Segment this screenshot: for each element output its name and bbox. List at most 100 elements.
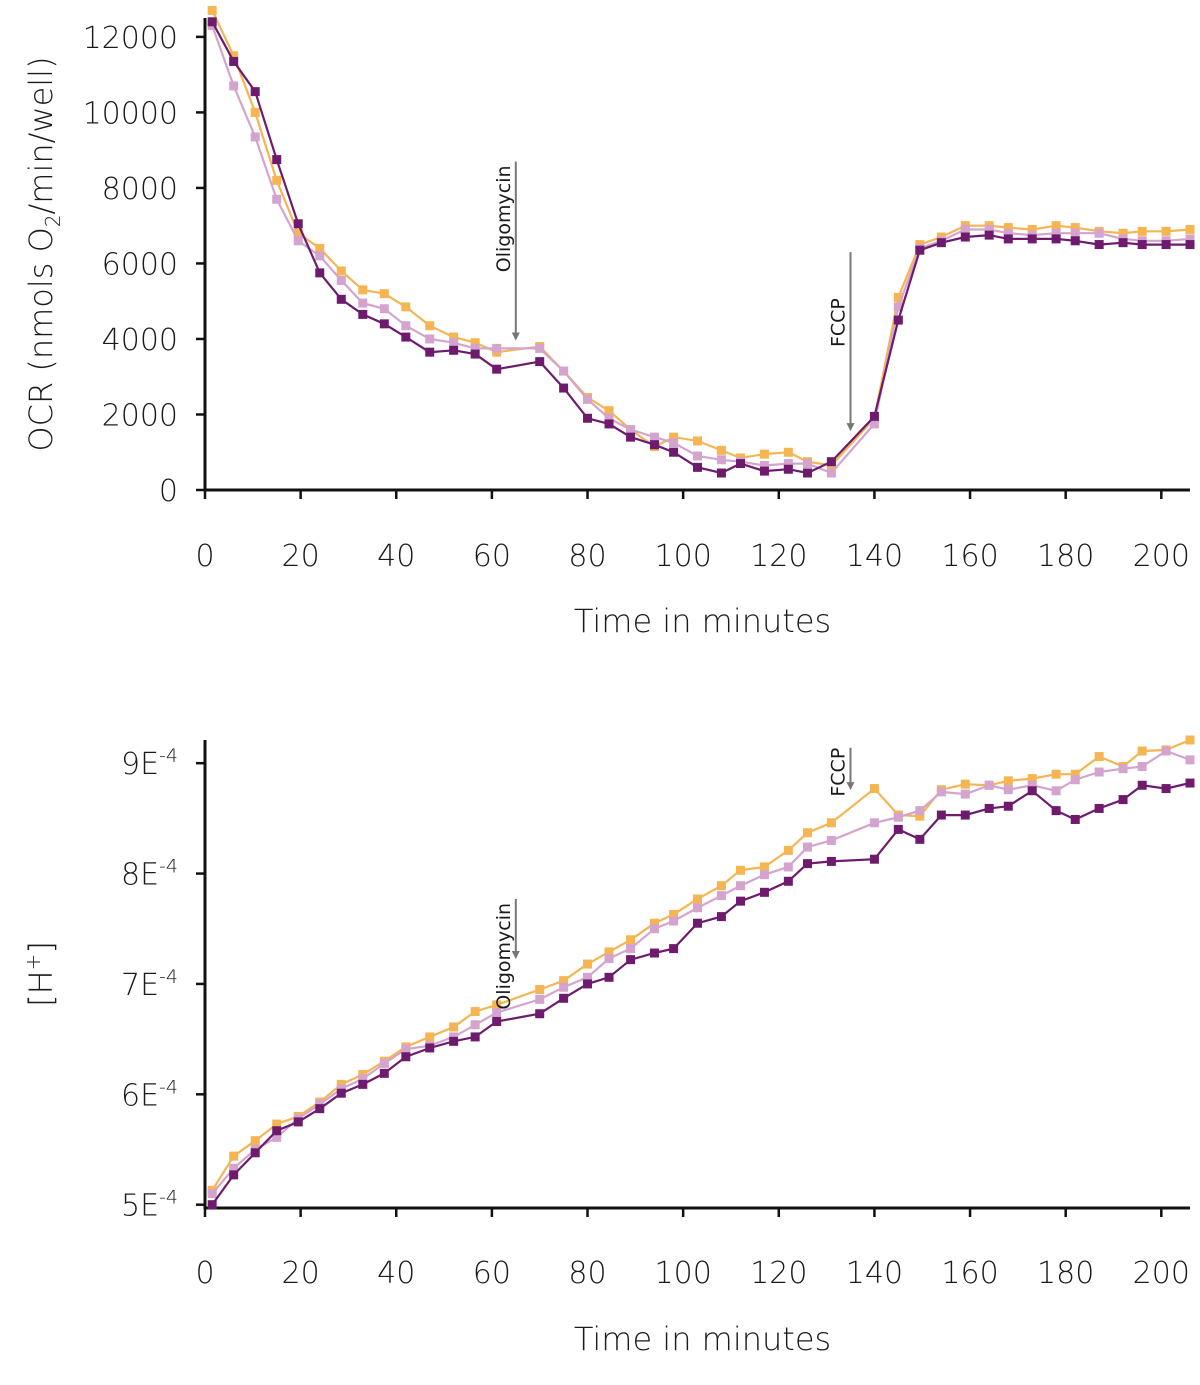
data-point-orange: [250, 1136, 260, 1146]
x-tick-label: 20: [282, 1256, 320, 1291]
data-point-dark-purple: [1161, 240, 1171, 250]
data-point-orange: [1070, 223, 1080, 233]
data-point-light-purple: [1118, 764, 1128, 774]
data-point-dark-purple: [315, 268, 325, 278]
data-point-light-purple: [893, 812, 903, 822]
data-point-dark-purple: [293, 219, 303, 229]
data-point-orange: [470, 338, 480, 348]
series-line-dark-purple: [211, 781, 1191, 1206]
data-point-orange: [649, 918, 659, 928]
data-point-light-purple: [802, 842, 812, 852]
data-point-dark-purple: [783, 876, 793, 886]
data-point-light-purple: [826, 835, 836, 845]
data-point-light-purple: [826, 468, 836, 478]
data-point-orange: [759, 862, 769, 872]
data-point-dark-purple: [1070, 236, 1080, 246]
data-point-light-purple: [1094, 767, 1104, 777]
data-point-dark-purple: [358, 1079, 368, 1089]
data-point-orange: [1094, 752, 1104, 762]
data-point-light-purple: [669, 916, 679, 926]
data-point-dark-purple: [272, 1126, 282, 1136]
data-point-dark-purple: [869, 854, 879, 864]
data-point-orange: [207, 5, 217, 15]
data-point-light-purple: [893, 302, 903, 312]
data-point-dark-purple: [915, 834, 925, 844]
data-point-dark-purple: [893, 315, 903, 325]
data-point-dark-purple: [583, 413, 593, 423]
data-point-dark-purple: [272, 155, 282, 165]
y-tick-label: 6E-4: [121, 1076, 178, 1113]
data-point-dark-purple: [960, 810, 970, 820]
data-point-orange: [783, 845, 793, 855]
y-tick-label: 10000: [83, 96, 178, 131]
data-point-dark-purple: [449, 345, 459, 355]
data-point-light-purple: [869, 818, 879, 828]
data-point-orange: [716, 881, 726, 891]
data-point-light-purple: [1027, 780, 1037, 790]
data-point-dark-purple: [984, 803, 994, 813]
data-point-dark-purple: [1137, 240, 1147, 250]
data-point-dark-purple: [336, 1088, 346, 1098]
annotation-label: Oligomycin: [493, 165, 515, 272]
data-point-orange: [535, 984, 545, 994]
proton-chart: 0 20 40 60 80 100 120 140 160 180 200 5E-4 6E-4 7E-4 8…: [21, 735, 1195, 1358]
data-point-dark-purple: [1003, 234, 1013, 244]
data-point-dark-purple: [936, 238, 946, 248]
data-point-light-purple: [358, 298, 368, 308]
data-point-orange: [1027, 224, 1037, 234]
data-point-dark-purple: [336, 294, 346, 304]
data-point-dark-purple: [379, 319, 389, 329]
y-tick-label: 2000: [102, 398, 178, 433]
data-point-orange: [869, 784, 879, 794]
data-point-light-purple: [470, 1020, 480, 1030]
y-axis-title: OCR (nmols O2/min/well): [22, 56, 65, 451]
data-point-dark-purple: [626, 955, 636, 965]
data-point-dark-purple: [492, 364, 502, 374]
data-point-dark-purple: [293, 1117, 303, 1127]
data-point-orange: [604, 406, 614, 416]
data-point-orange: [315, 243, 325, 253]
x-tick-label: 160: [941, 1256, 998, 1291]
data-point-light-purple: [716, 455, 726, 465]
data-point-light-purple: [1003, 785, 1013, 795]
series-line-dark-purple: [211, 21, 1190, 475]
data-point-dark-purple: [229, 1170, 239, 1180]
data-point-orange: [379, 289, 389, 299]
data-point-dark-purple: [250, 87, 260, 97]
x-tick-label: 60: [473, 539, 511, 574]
data-point-orange: [1051, 769, 1061, 779]
data-point-dark-purple: [649, 948, 659, 958]
data-point-light-purple: [759, 870, 769, 880]
data-point-light-purple: [207, 1189, 217, 1199]
data-point-light-purple: [449, 338, 459, 348]
data-point-light-purple: [379, 304, 389, 314]
x-tick-label: 100: [655, 1256, 712, 1291]
data-point-dark-purple: [492, 1016, 502, 1026]
data-point-orange: [449, 332, 459, 342]
data-point-orange: [272, 1119, 282, 1129]
data-point-light-purple: [336, 275, 346, 285]
data-point-orange: [1185, 735, 1195, 745]
data-point-dark-purple: [693, 462, 702, 472]
data-point-orange: [915, 811, 925, 821]
data-point-dark-purple: [893, 824, 903, 834]
ocr-chart: 0 20 40 60 80 100 120 140 160 180 2000200040006000…: [22, 5, 1195, 640]
data-point-light-purple: [229, 81, 239, 91]
y-tick-label: 5E-4: [121, 1187, 178, 1224]
data-point-orange: [1070, 769, 1080, 779]
data-point-dark-purple: [984, 230, 994, 240]
data-point-orange: [1161, 226, 1171, 236]
x-tick-label: 140: [846, 539, 903, 574]
data-point-light-purple: [559, 982, 569, 992]
data-point-dark-purple: [559, 383, 569, 393]
data-point-orange: [783, 447, 793, 457]
data-point-orange: [669, 909, 679, 919]
data-point-light-purple: [783, 862, 793, 872]
data-point-dark-purple: [207, 17, 217, 27]
y-tick-label: 7E-4: [121, 966, 178, 1003]
data-point-light-purple: [293, 236, 303, 246]
data-point-dark-purple: [559, 993, 569, 1003]
data-point-dark-purple: [1118, 238, 1128, 248]
data-point-orange: [293, 228, 303, 238]
data-point-dark-purple: [1051, 234, 1061, 244]
